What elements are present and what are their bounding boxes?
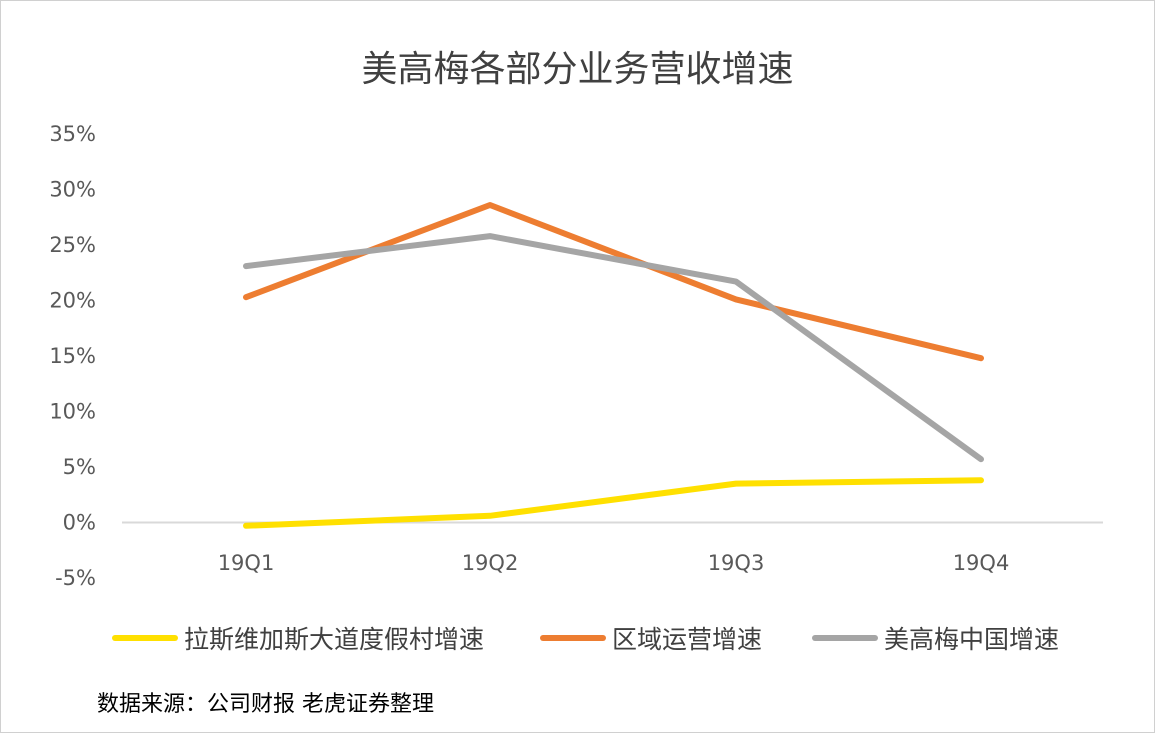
series-line-1 [243, 477, 984, 529]
y-tick-label: 10% [49, 400, 96, 424]
y-tick-label: 20% [49, 289, 96, 313]
legend-item-series-2: 区域运营增速 [540, 620, 762, 656]
y-axis-ticks: 35% 30% 25% 20% 15% 10% 5% 0% -5% [49, 122, 96, 590]
legend-label-series-3: 美高梅中国增速 [884, 625, 1060, 654]
series-line-2 [243, 202, 984, 362]
legend: 拉斯维加斯大道度假村增速 区域运营增速 美高梅中国增速 [0, 620, 1155, 656]
series-line-3 [243, 233, 984, 463]
x-tick-label: 19Q4 [953, 551, 1010, 575]
y-tick-label: 25% [49, 233, 96, 257]
legend-swatch-series-1 [112, 635, 178, 641]
y-tick-label: 30% [49, 178, 96, 202]
y-tick-label: 15% [49, 344, 96, 368]
chart-title: 美高梅各部分业务营收增速 [361, 49, 794, 90]
x-tick-label: 19Q1 [218, 551, 275, 575]
legend-label-series-2: 区域运营增速 [612, 625, 763, 654]
x-axis-ticks: 19Q1 19Q2 19Q3 19Q4 [218, 551, 1010, 575]
x-tick-label: 19Q2 [462, 551, 519, 575]
legend-item-series-1: 拉斯维加斯大道度假村增速 [112, 620, 484, 656]
legend-swatch-series-2 [540, 635, 606, 641]
y-tick-label: 0% [63, 511, 96, 535]
y-tick-label: 5% [63, 455, 96, 479]
y-tick-label: 35% [49, 122, 96, 146]
legend-item-series-3: 美高梅中国增速 [812, 620, 1059, 656]
x-tick-label: 19Q3 [708, 551, 765, 575]
series-lines [243, 202, 984, 529]
legend-swatch-series-3 [812, 635, 878, 641]
source-note: 数据来源：公司财报 老虎证券整理 [97, 692, 434, 717]
legend-label-series-1: 拉斯维加斯大道度假村增速 [184, 625, 485, 654]
y-tick-label: -5% [55, 566, 96, 590]
